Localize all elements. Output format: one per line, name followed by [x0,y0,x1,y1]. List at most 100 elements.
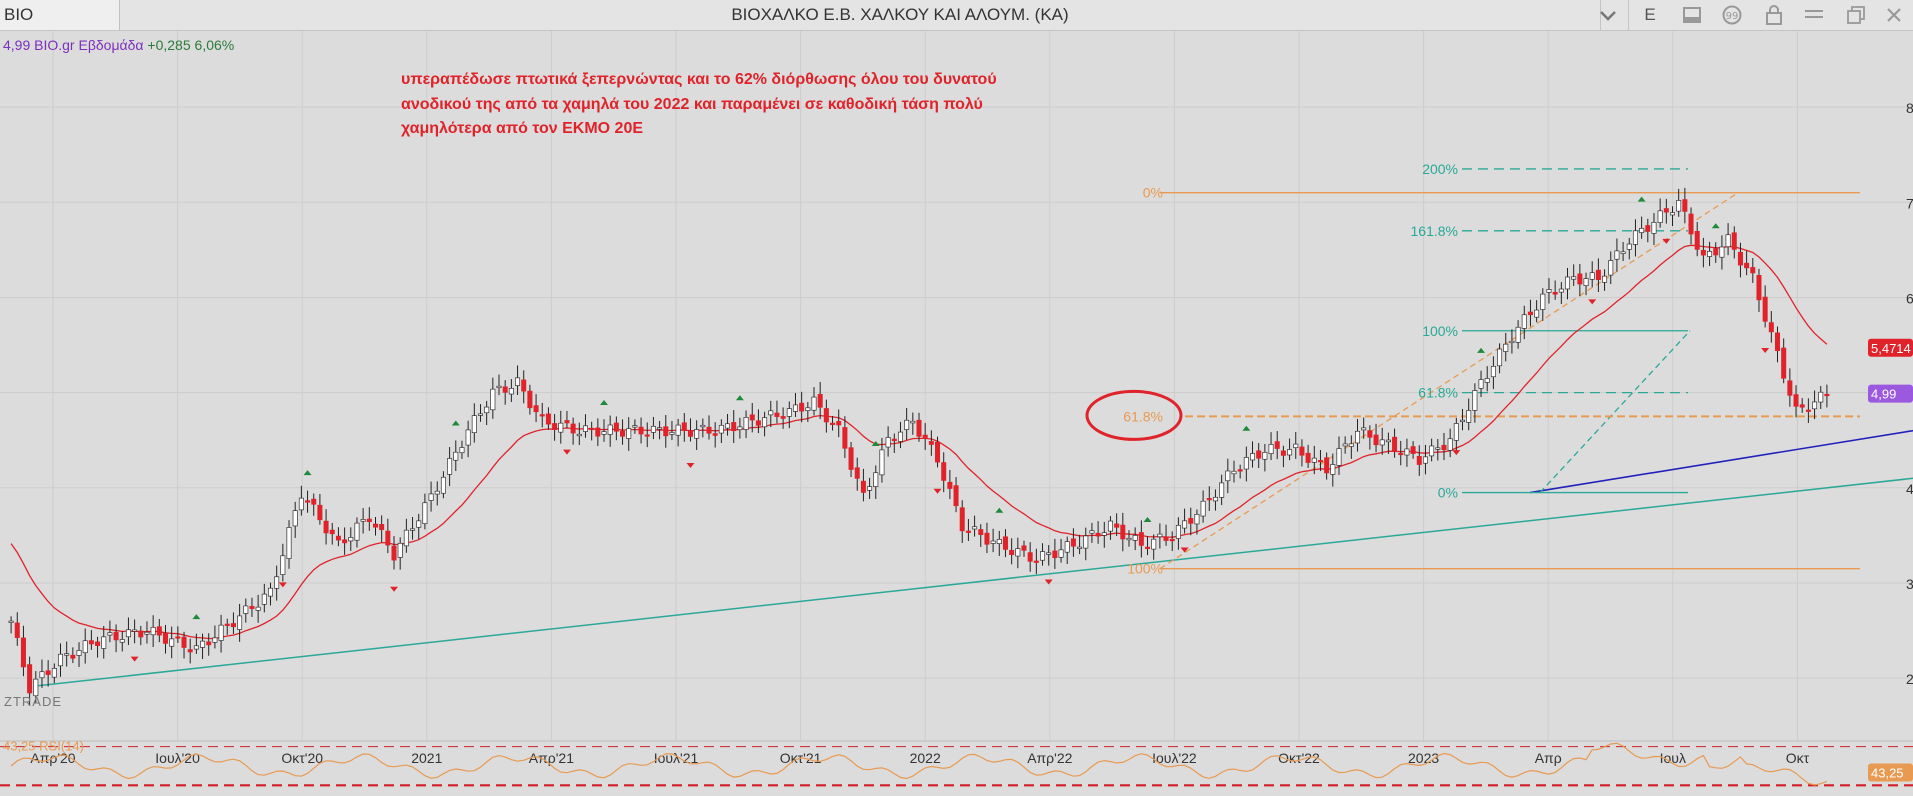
chevron-down-icon[interactable] [1588,0,1628,30]
annotation-line: υπεραπέδωσε πτωτικά ξεπερνώντας και το 6… [401,71,997,88]
fib-retracement-label: 100% [1127,561,1163,577]
candle-body [1540,293,1546,310]
candle-body [706,426,712,434]
candle-body [1009,549,1015,556]
candle-body [694,429,700,439]
candle-body [218,624,224,641]
candle-body [1194,514,1200,525]
candle-body [848,447,854,470]
candle-body [1824,393,1830,397]
x-tick-label: Απρ [1535,750,1562,766]
candle-body [1385,439,1391,443]
comment-icon[interactable]: 99 [1712,0,1752,30]
symbol-input[interactable]: BIO [0,0,120,30]
candle-body [1818,391,1824,403]
candle-body [471,415,477,434]
candle-body [1441,444,1447,451]
close-icon[interactable] [1874,0,1913,30]
candle-body [1645,225,1651,232]
separator [1628,0,1629,30]
candle-body [1453,423,1459,441]
candle-body [984,532,990,545]
candle-body [1311,457,1317,463]
minimize-icon[interactable] [1794,0,1834,30]
candle-body [403,529,409,547]
candle-body [1305,452,1311,463]
candle-body [1756,274,1762,301]
period-button[interactable]: E [1644,5,1656,24]
rsi-value-tag-box [1868,763,1913,782]
fractal-up-marker [600,399,609,405]
candle-body [1373,434,1379,446]
candle-body [582,425,588,432]
annotation-line: ανοδικού της από τα χαμηλά του 2022 και … [401,95,983,113]
fractal-up-marker [1143,516,1152,522]
rsi-label: 43,25 RSI(14) [3,739,84,754]
candle-body [230,623,236,628]
candle-body [1509,340,1515,344]
candle-body [1534,309,1540,318]
candle-body [1422,456,1428,464]
candle-body [1280,450,1286,456]
candle-body [490,388,496,411]
x-tick-label: Ιουλ [1660,750,1686,766]
candle-body [33,678,39,697]
candle-body [1138,532,1144,546]
candle-body [527,390,533,409]
candle-body [1552,291,1558,295]
candle-body [397,542,403,558]
candle-body [953,485,959,507]
restore-icon[interactable] [1836,0,1876,30]
candle-body [879,449,885,476]
candle-body [1614,250,1620,260]
candle-body [144,631,150,635]
candle-body [1237,469,1243,472]
candle-body [990,540,996,544]
fractal-down-marker [278,582,287,588]
fractal-down-marker [130,656,139,662]
fractal-down-marker [1588,299,1597,305]
candle-body [749,414,755,421]
candle-body [138,630,144,638]
fractal-down-marker [1180,547,1189,553]
price-chart[interactable]: 0%61.8%100%200%161.8%100%61.8%0% Απρ'20 Ι… [0,31,1913,796]
candle-body [613,422,619,432]
candle-body [1435,447,1441,450]
candle-body [644,434,650,437]
candle-body [916,419,922,437]
candle-body [731,422,737,432]
candle-body [385,530,391,546]
candle-body [1299,446,1305,456]
extension-anchor-line [1539,330,1691,494]
candle-body [453,451,459,461]
candle-body [8,620,14,623]
candle-body [1348,443,1354,447]
candle-body [1589,272,1595,280]
candle-body [1077,546,1083,549]
candle-body [379,524,385,531]
candle-body [1762,296,1768,322]
candle-body [76,650,82,656]
candle-body [1336,448,1342,466]
candle-body [1583,278,1589,286]
y-tick-label: 3 [1906,576,1913,592]
fractal-up-marker [1477,347,1486,353]
y-tick-label: 6 [1906,290,1913,306]
candle-body [570,423,576,434]
candle-body [1595,269,1601,280]
candle-body [1287,449,1293,456]
candle-body [1707,251,1713,257]
candle-body [1355,430,1361,444]
candle-body [1342,443,1348,447]
candle-body [1231,470,1237,475]
window-icon[interactable] [1672,0,1712,30]
x-tick-label: 2023 [1408,750,1439,766]
candle-body [1564,276,1571,290]
rsi-line [10,742,1828,786]
candle-body [897,431,903,442]
last-price-tag: 4,99 [1871,387,1896,402]
candle-body [1632,230,1638,245]
fractal-up-marker [303,470,312,476]
candle-body [1515,326,1521,343]
lock-icon[interactable] [1754,0,1794,30]
